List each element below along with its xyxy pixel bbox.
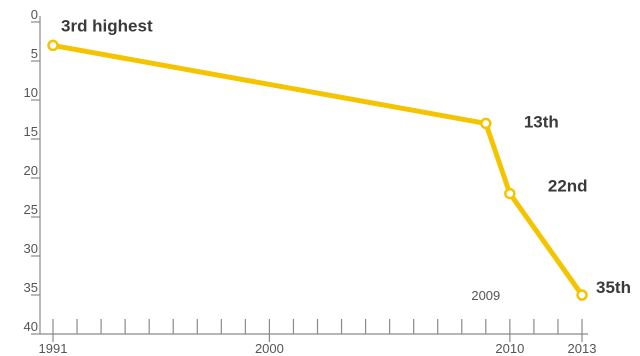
y-tick-label: 30: [24, 241, 38, 256]
series-line: [50, 42, 585, 298]
y-tick-label: 10: [24, 85, 38, 100]
x-tick-label: 2009: [471, 288, 500, 303]
y-tick-label: 0: [31, 7, 38, 22]
data-label: 3rd highest: [61, 16, 153, 35]
x-tick-label: 1991: [39, 341, 68, 356]
data-point: [480, 117, 492, 130]
y-tick-label: 20: [24, 163, 38, 178]
data-point: [576, 289, 588, 301]
y-tick-label: 5: [31, 46, 38, 61]
data-label: 35th: [596, 278, 631, 297]
data-label: 22nd: [548, 177, 588, 196]
y-tick-label: 35: [24, 280, 38, 295]
x-tick-label: 2010: [495, 341, 524, 356]
y-axis: 0 5 10 15 20 25 30 35 40: [24, 7, 41, 335]
annotations: 3rd highest 13th 22nd 35th: [61, 16, 631, 297]
x-tick-label: 2000: [255, 341, 284, 356]
y-tick-label: 15: [24, 124, 38, 139]
series-group: [47, 39, 588, 301]
y-tick-label: 40: [24, 319, 38, 334]
data-label: 13th: [524, 112, 559, 131]
data-point: [504, 187, 516, 200]
data-point: [47, 39, 59, 52]
x-axis: 1991 2000 2009 2010 2013: [39, 288, 597, 356]
y-tick-label: 25: [24, 202, 38, 217]
x-tick-label: 2013: [568, 341, 597, 356]
